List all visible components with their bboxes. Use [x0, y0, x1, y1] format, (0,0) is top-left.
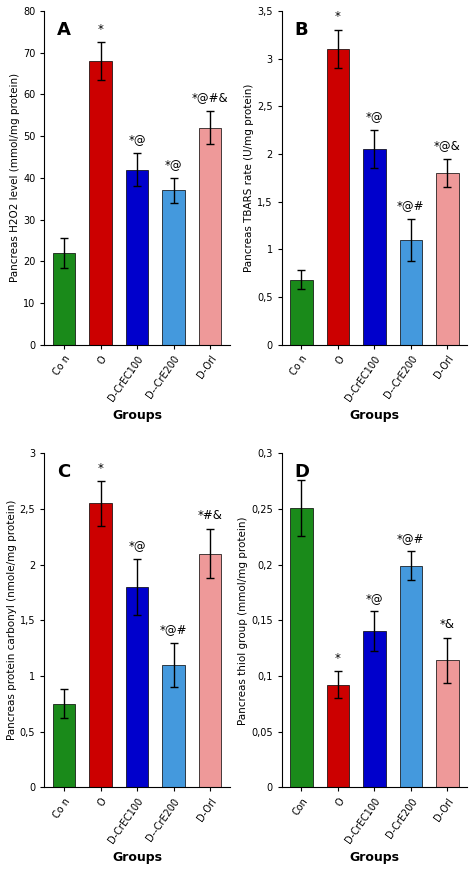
- Bar: [199, 554, 221, 787]
- Text: A: A: [57, 21, 71, 39]
- Bar: [327, 49, 349, 345]
- Bar: [53, 704, 75, 787]
- Text: *@#: *@#: [397, 199, 425, 213]
- Bar: [126, 170, 148, 345]
- Text: *: *: [335, 652, 341, 665]
- X-axis label: Groups: Groups: [112, 408, 162, 422]
- Text: D: D: [295, 463, 310, 482]
- Text: *: *: [98, 23, 103, 36]
- Bar: [290, 280, 313, 345]
- Bar: [89, 61, 112, 345]
- Text: *@#: *@#: [160, 623, 187, 636]
- Text: *@: *@: [365, 111, 383, 124]
- Text: *&: *&: [440, 618, 455, 631]
- Text: *@: *@: [128, 539, 146, 552]
- Bar: [290, 508, 313, 787]
- Text: *#&: *#&: [198, 510, 222, 523]
- Text: *: *: [335, 10, 341, 24]
- X-axis label: Groups: Groups: [349, 851, 400, 864]
- Text: C: C: [57, 463, 71, 482]
- Bar: [162, 191, 185, 345]
- Y-axis label: Pancreas H2O2 level (mmol/mg protein): Pancreas H2O2 level (mmol/mg protein): [10, 73, 20, 282]
- Bar: [162, 665, 185, 787]
- Text: *@: *@: [165, 159, 182, 172]
- Text: *@#&: *@#&: [191, 91, 228, 105]
- Bar: [363, 149, 386, 345]
- Bar: [126, 587, 148, 787]
- Text: *@: *@: [128, 133, 146, 146]
- Bar: [436, 173, 459, 345]
- Bar: [400, 240, 422, 345]
- Y-axis label: Pancreas thiol group (mmol/mg protein): Pancreas thiol group (mmol/mg protein): [238, 516, 248, 725]
- Bar: [436, 660, 459, 787]
- Bar: [89, 503, 112, 787]
- Text: *@&: *@&: [434, 139, 461, 152]
- Text: *@: *@: [365, 591, 383, 604]
- Bar: [327, 685, 349, 787]
- X-axis label: Groups: Groups: [349, 408, 400, 422]
- Bar: [400, 566, 422, 787]
- Bar: [53, 253, 75, 345]
- Text: B: B: [295, 21, 308, 39]
- Text: *: *: [98, 462, 103, 475]
- X-axis label: Groups: Groups: [112, 851, 162, 864]
- Y-axis label: Pancreas protein carbonyl (nmole/mg protein): Pancreas protein carbonyl (nmole/mg prot…: [7, 500, 17, 740]
- Y-axis label: Pancreas TBARS rate (U/mg protein): Pancreas TBARS rate (U/mg protein): [244, 84, 254, 272]
- Bar: [199, 128, 221, 345]
- Text: *@#: *@#: [397, 531, 425, 544]
- Bar: [363, 631, 386, 787]
